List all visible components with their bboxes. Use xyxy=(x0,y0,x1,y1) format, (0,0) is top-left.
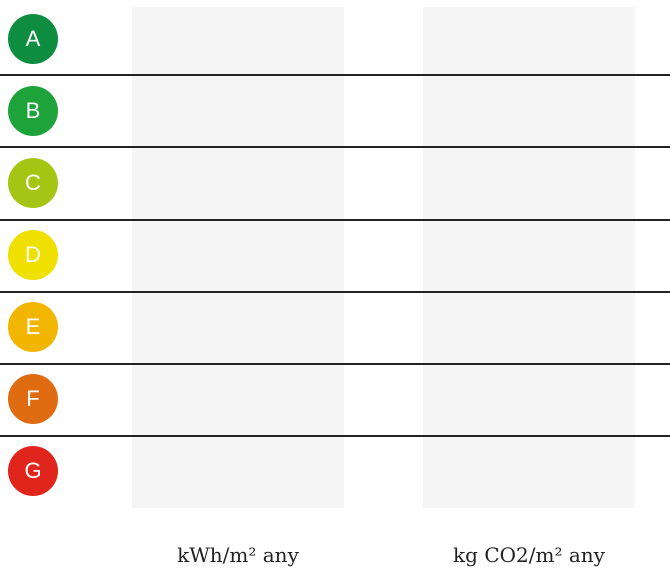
rating-row-b: B xyxy=(0,72,670,144)
energy-rating-table: A B C D E F G xyxy=(0,0,670,508)
rating-row-c: C xyxy=(0,144,670,216)
co2-emissions-column xyxy=(423,7,635,508)
energy-unit-label: kWh/m² any xyxy=(177,543,299,567)
rating-row-e: E xyxy=(0,288,670,360)
rating-row-g: G xyxy=(0,432,670,504)
row-divider xyxy=(0,219,670,221)
rating-row-a: A xyxy=(0,0,670,72)
row-divider xyxy=(0,291,670,293)
rating-badge-e: E xyxy=(8,302,58,352)
rating-badge-a: A xyxy=(8,14,58,64)
rating-badge-b: B xyxy=(8,86,58,136)
energy-consumption-column xyxy=(132,7,344,508)
rating-row-f: F xyxy=(0,360,670,432)
row-divider xyxy=(0,435,670,437)
co2-unit-label: kg CO2/m² any xyxy=(453,543,605,567)
row-divider xyxy=(0,363,670,365)
rating-badge-d: D xyxy=(8,230,58,280)
rating-badge-c: C xyxy=(8,158,58,208)
rating-row-d: D xyxy=(0,216,670,288)
row-divider xyxy=(0,74,670,76)
rating-badge-g: G xyxy=(8,446,58,496)
row-divider xyxy=(0,146,670,148)
rating-badge-f: F xyxy=(8,374,58,424)
